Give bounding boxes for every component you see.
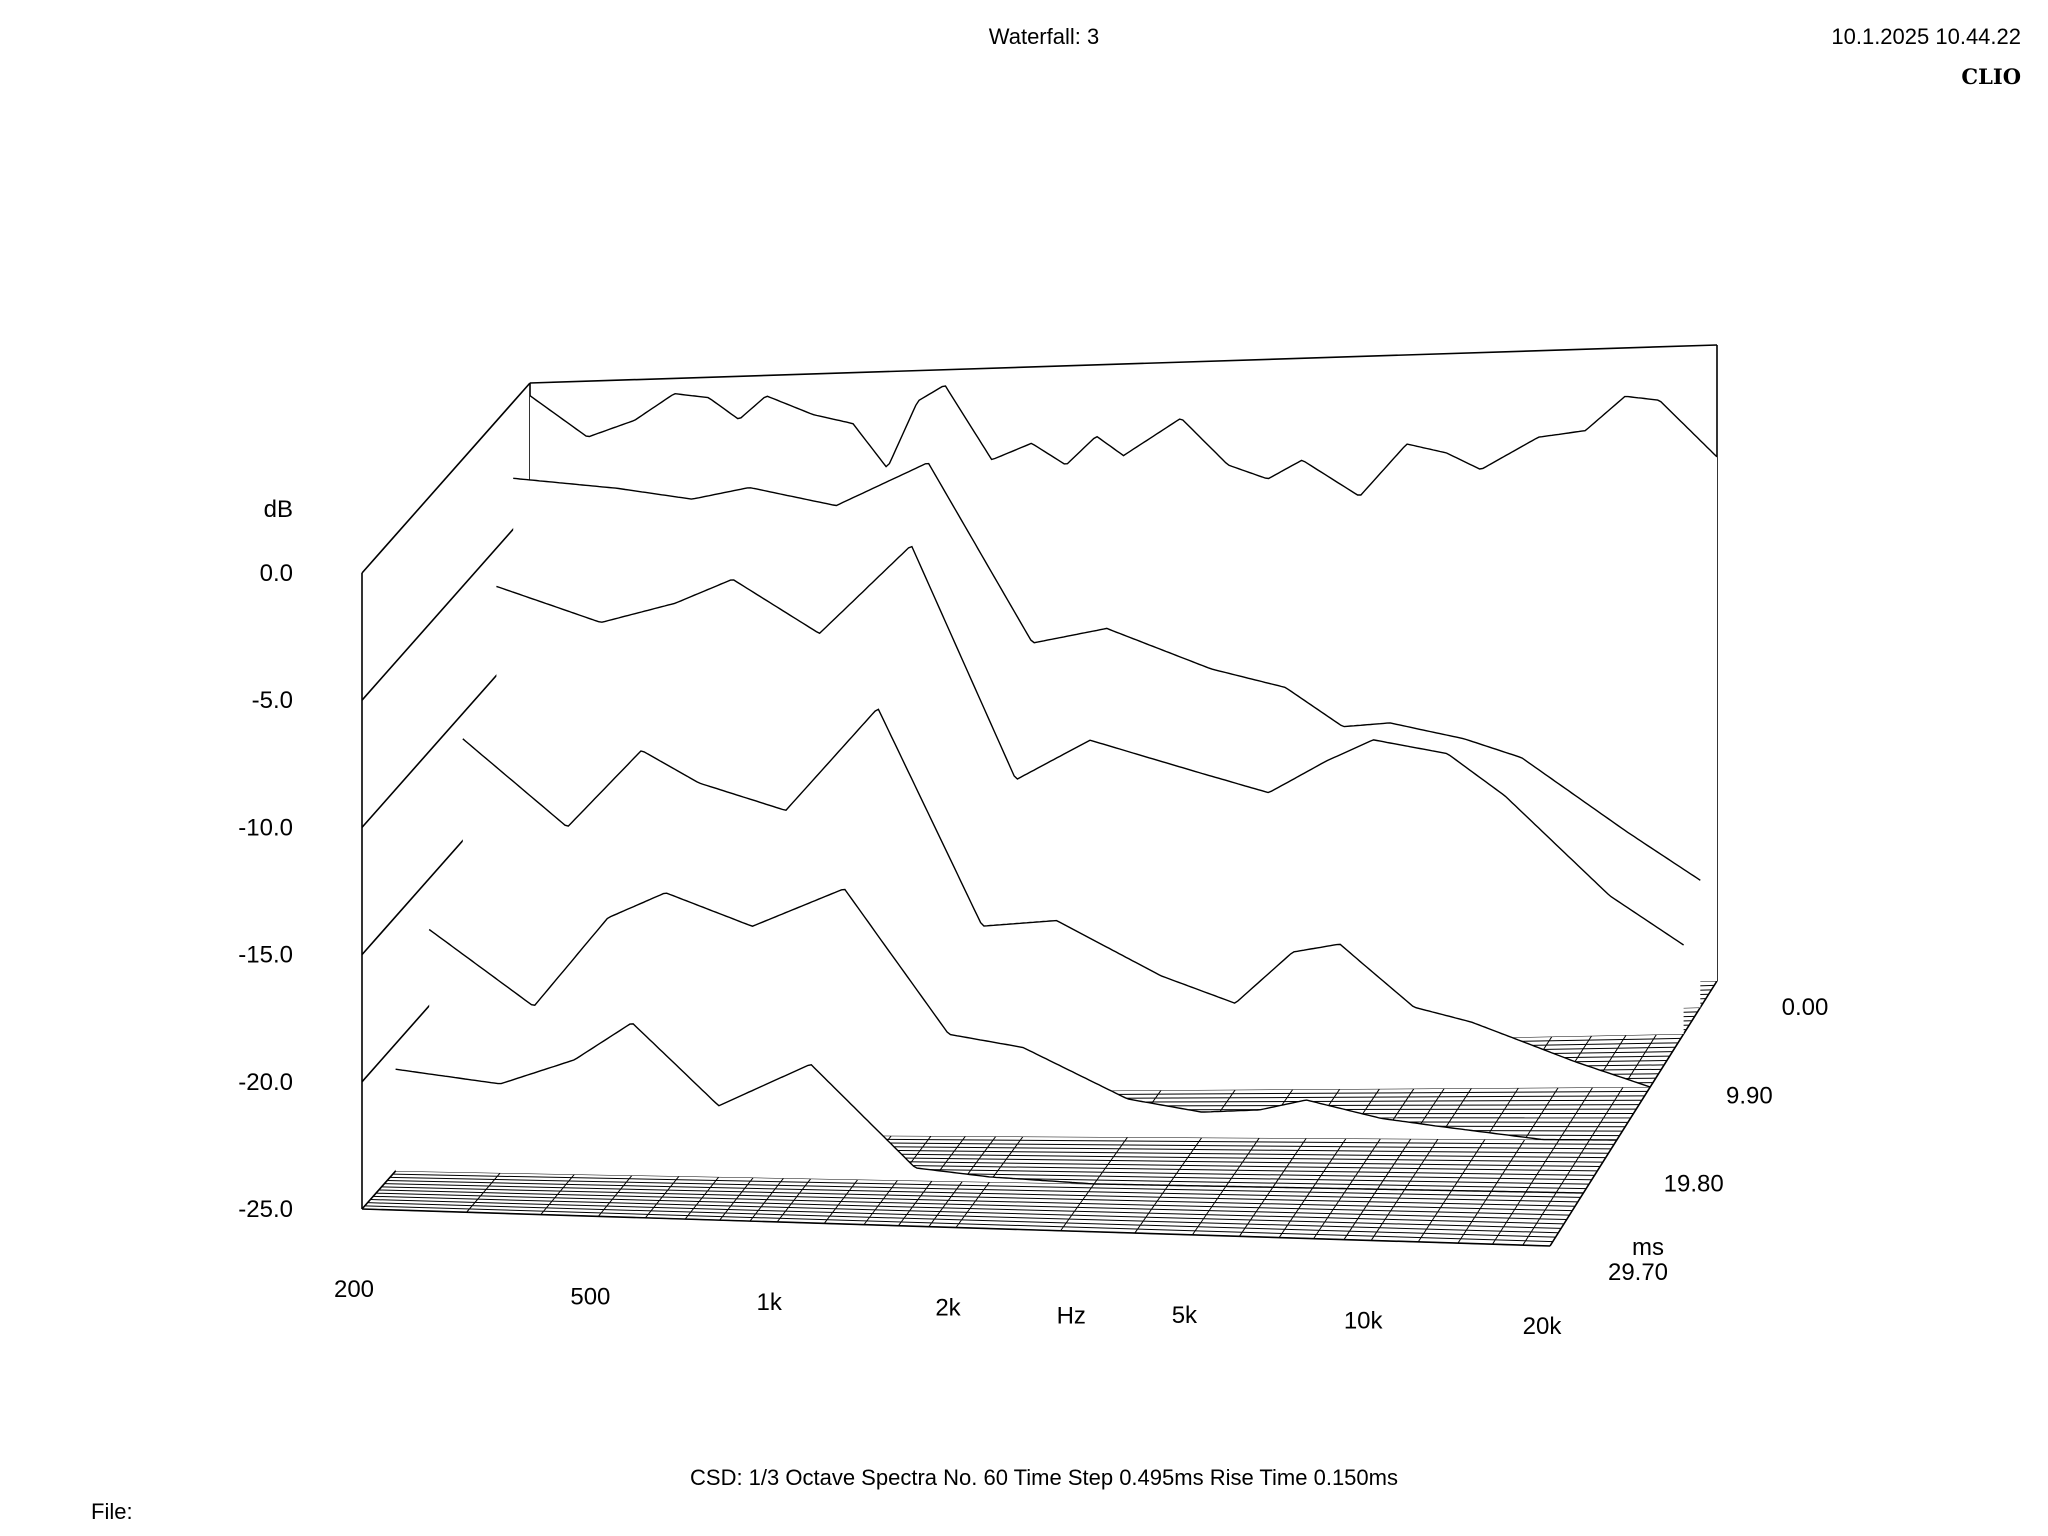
x-tick-label: 20k — [1523, 1313, 1563, 1340]
timestamp: 10.1.2025 10.44.22 — [1831, 24, 2021, 49]
x-tick-label: 200 — [334, 1276, 374, 1303]
z-tick-label: 29.70 — [1608, 1259, 1668, 1286]
x-tick-label: 2k — [935, 1295, 961, 1322]
x-tick-label: 10k — [1344, 1307, 1384, 1334]
z-tick-label: 0.00 — [1782, 994, 1829, 1021]
z-axis-label: ms — [1632, 1234, 1664, 1261]
axis-labels: 0.0 -5.0 -10.0 -15.0 -20.0 -25.0 dB 200 500 1k 2k 5… — [238, 496, 1828, 1340]
y-tick-label: -5.0 — [252, 687, 293, 714]
wall-left-top — [361, 382, 531, 574]
y-tick-label: -20.0 — [238, 1069, 293, 1096]
file-label: File: — [91, 1499, 133, 1524]
spectrum-curve-4 — [428, 888, 1617, 1141]
brand-logo-text: CLIO — [1961, 64, 2021, 89]
y-tick-label: 0.0 — [260, 560, 293, 587]
x-tick-label: 1k — [757, 1289, 783, 1316]
spectrum-curve-5 — [395, 1023, 1584, 1194]
spectra-curves — [395, 385, 1718, 1194]
x-tick-label: 500 — [570, 1283, 610, 1310]
wall-back-top — [529, 344, 1718, 384]
x-axis-label: Hz — [1057, 1302, 1086, 1329]
y-tick-label: -15.0 — [238, 942, 293, 969]
floor-grid-freq-line — [1549, 980, 1718, 1247]
chart-title: Waterfall: 3 — [988, 24, 1100, 49]
measurement-info: CSD: 1/3 Octave Spectra No. 60 Time Step… — [690, 1465, 1398, 1490]
wall-tick-db — [361, 509, 531, 701]
spectrum-curve-0 — [529, 385, 1718, 496]
spectrum-fill-4 — [429, 889, 1617, 1140]
x-tick-label: 5k — [1172, 1302, 1198, 1329]
z-tick-label: 9.90 — [1726, 1082, 1773, 1109]
spectrum-curve-2 — [496, 545, 1684, 946]
y-axis-label: dB — [264, 496, 293, 523]
spectrum-curve-3 — [462, 708, 1651, 1088]
spectrum-fill-5 — [395, 1023, 1584, 1193]
y-tick-label: -10.0 — [238, 814, 293, 841]
spectrum-curve-1 — [513, 462, 1701, 881]
y-tick-label: -25.0 — [238, 1196, 293, 1223]
z-tick-label: 19.80 — [1664, 1171, 1724, 1198]
